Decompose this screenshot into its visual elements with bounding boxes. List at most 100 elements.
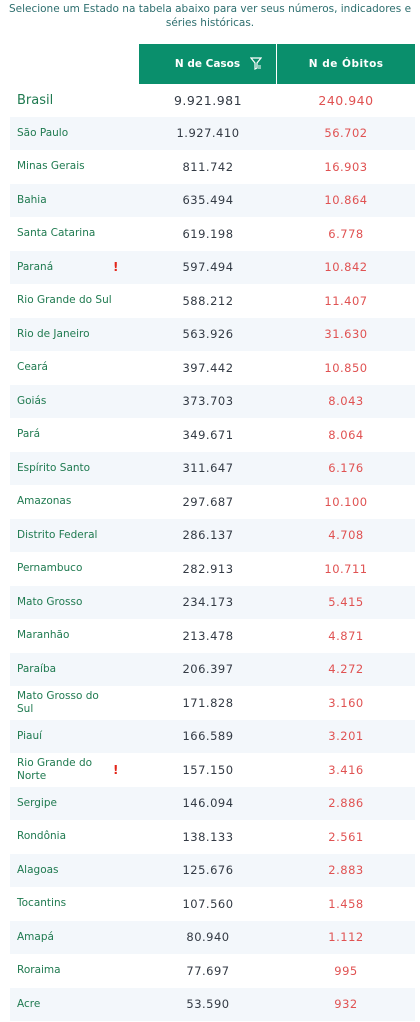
table-row[interactable]: Tocantins 107.560 1.458 [10, 887, 415, 921]
state-name: Piauí [17, 729, 43, 742]
cases-value: 286.137 [182, 528, 234, 543]
state-name: Pernambuco [17, 562, 83, 575]
table-row[interactable]: Sergipe 146.094 2.886 [10, 787, 415, 821]
table-row[interactable]: Rio Grande do Norte! 157.150 3.416 [10, 753, 415, 787]
casos-column-header[interactable]: N de Casos [138, 44, 277, 84]
table-row[interactable]: Maranhão 213.478 4.871 [10, 619, 415, 653]
obitos-header-label: N de Óbitos [308, 58, 384, 70]
table-row[interactable]: Distrito Federal 286.137 4.708 [10, 519, 415, 553]
table-row[interactable]: Mato Grosso do Sul 171.828 3.160 [10, 686, 415, 720]
table-row[interactable]: Minas Gerais 811.742 16.903 [10, 150, 415, 184]
table-row[interactable]: Paraná! 597.494 10.842 [10, 251, 415, 285]
table-row[interactable]: Ceará 397.442 10.850 [10, 351, 415, 385]
cases-value: 166.589 [182, 729, 234, 744]
state-name: Minas Gerais [17, 160, 85, 173]
deaths-value: 2.886 [328, 796, 364, 811]
table-row[interactable]: São Paulo 1.927.410 56.702 [10, 117, 415, 151]
table-row[interactable]: Pará 349.671 8.064 [10, 418, 415, 452]
state-name: Sergipe [17, 796, 57, 809]
table-row[interactable]: Rondônia 138.133 2.561 [10, 820, 415, 854]
cases-value: 811.742 [182, 159, 234, 174]
cases-value: 107.560 [182, 896, 234, 911]
cases-value: 77.697 [186, 963, 230, 978]
deaths-value: 5.415 [328, 595, 364, 610]
state-name: Tocantins [17, 897, 67, 910]
deaths-value: 932 [334, 997, 358, 1012]
table-body: São Paulo 1.927.410 56.702 Minas Gerais 811.… [10, 117, 415, 1022]
obitos-column-header[interactable]: N de Óbitos [276, 44, 415, 84]
cases-value: 397.442 [182, 360, 234, 375]
cases-value: 138.133 [182, 829, 234, 844]
state-name: Roraima [17, 964, 61, 977]
table-row[interactable]: Roraima 77.697 995 [10, 954, 415, 988]
table-row[interactable]: Bahia 635.494 10.864 [10, 184, 415, 218]
state-name: Amazonas [17, 495, 72, 508]
state-name: Pará [17, 428, 41, 441]
deaths-value: 6.176 [328, 461, 364, 476]
table-row[interactable]: Rio de Janeiro 563.926 31.630 [10, 318, 415, 352]
table-row[interactable]: Amazonas 297.687 10.100 [10, 485, 415, 519]
state-name: Mato Grosso [17, 595, 83, 608]
deaths-value: 3.201 [328, 729, 364, 744]
cases-value: 146.094 [182, 796, 234, 811]
cases-value: 125.676 [182, 863, 234, 878]
table-row[interactable]: Goiás 373.703 8.043 [10, 385, 415, 419]
deaths-value: 6.778 [328, 226, 364, 241]
table-row[interactable]: Acre 53.590 932 [10, 988, 415, 1022]
cases-value: 349.671 [182, 427, 234, 442]
state-name: Brasil [17, 92, 54, 108]
table-row[interactable]: Amapá 80.940 1.112 [10, 921, 415, 955]
table-row[interactable]: Mato Grosso 234.173 5.415 [10, 586, 415, 620]
state-name: Santa Catarina [17, 227, 96, 240]
alert-icon: ! [113, 762, 119, 777]
deaths-value: 2.883 [328, 863, 364, 878]
state-name: Rondônia [17, 830, 66, 843]
deaths-value: 16.903 [324, 159, 368, 174]
cases-value: 373.703 [182, 394, 234, 409]
deaths-value: 10.864 [324, 193, 368, 208]
deaths-value: 8.064 [328, 427, 364, 442]
state-name: Goiás [17, 394, 47, 407]
deaths-value: 8.043 [328, 394, 364, 409]
states-table: N de Casos N de Óbitos Brasil 9.921.981 … [10, 44, 415, 1022]
table-row[interactable]: Pernambuco 282.913 10.711 [10, 552, 415, 586]
table-row[interactable]: Piauí 166.589 3.201 [10, 720, 415, 754]
intro-text: Selecione um Estado na tabela abaixo par… [8, 3, 412, 29]
state-name: Acre [17, 997, 41, 1010]
cases-value: 597.494 [182, 260, 234, 275]
table-row[interactable]: Espírito Santo 311.647 6.176 [10, 452, 415, 486]
state-name: Ceará [17, 361, 48, 374]
filter-icon[interactable] [250, 57, 263, 71]
deaths-value: 2.561 [328, 829, 364, 844]
deaths-value: 1.458 [328, 896, 364, 911]
deaths-value: 995 [334, 963, 358, 978]
state-name: Rio Grande do Sul [17, 294, 112, 307]
table-row-brasil[interactable]: Brasil 9.921.981 240.940 [10, 84, 415, 117]
state-name: Mato Grosso do Sul [17, 689, 99, 715]
deaths-value: 3.416 [328, 762, 364, 777]
state-name: Espírito Santo [17, 461, 91, 474]
table-row[interactable]: Santa Catarina 619.198 6.778 [10, 217, 415, 251]
deaths-value: 56.702 [324, 126, 368, 141]
state-name: Rio de Janeiro [17, 327, 90, 340]
table-row[interactable]: Rio Grande do Sul 588.212 11.407 [10, 284, 415, 318]
cases-value: 1.927.410 [176, 126, 240, 141]
casos-header-label: N de Casos [174, 58, 241, 70]
state-name: Maranhão [17, 629, 70, 642]
cases-value: 53.590 [186, 997, 230, 1012]
alert-icon: ! [113, 260, 119, 275]
state-name: Paraíba [17, 662, 57, 675]
header-blank [10, 44, 139, 84]
table-row[interactable]: Alagoas 125.676 2.883 [10, 854, 415, 888]
table-header: N de Casos N de Óbitos [10, 44, 415, 84]
cases-value: 282.913 [182, 561, 234, 576]
state-name: Amapá [17, 930, 54, 943]
cases-value: 9.921.981 [173, 92, 243, 108]
state-name: São Paulo [17, 126, 69, 139]
cases-value: 588.212 [182, 293, 234, 308]
table-row[interactable]: Paraíba 206.397 4.272 [10, 653, 415, 687]
deaths-value: 4.871 [328, 628, 364, 643]
cases-value: 157.150 [182, 762, 234, 777]
deaths-value: 4.272 [328, 662, 364, 677]
cases-value: 171.828 [182, 695, 234, 710]
